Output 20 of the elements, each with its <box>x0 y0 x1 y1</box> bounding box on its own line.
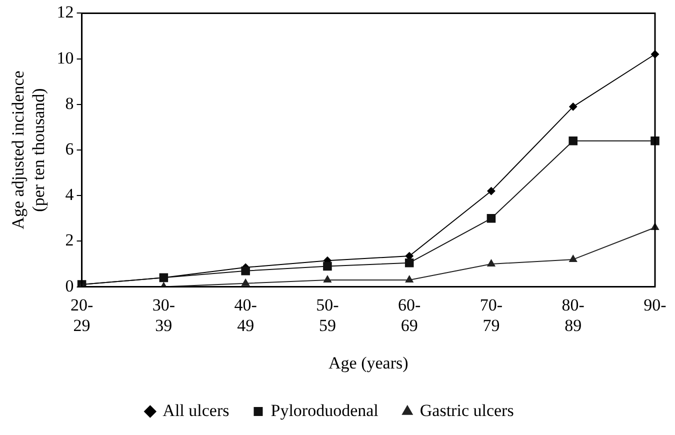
x-tick-label: 80-89 <box>562 295 585 335</box>
legend-label: Gastric ulcers <box>420 400 514 420</box>
x-tick-label: 40-49 <box>234 295 258 335</box>
x-tick-label: 70-79 <box>480 295 503 335</box>
x-tick-label: 30-39 <box>152 295 176 335</box>
legend-label: All ulcers <box>162 400 230 420</box>
y-tick-label: 6 <box>65 139 74 158</box>
legend-label: Pyloroduodenal <box>270 400 379 420</box>
x-tick-label: 60-69 <box>398 295 422 335</box>
x-tick-label: 50-59 <box>316 295 340 335</box>
y-tick-label: 10 <box>56 48 74 68</box>
y-tick-label: 2 <box>65 230 74 250</box>
x-tick-label: 90- <box>644 295 667 314</box>
y-axis-title: Age adjusted incidence (per ten thousand) <box>8 70 48 230</box>
x-tick-label: 20-29 <box>70 295 94 335</box>
y-tick-label: 12 <box>56 2 74 22</box>
x-axis-title: Age (years) <box>328 353 408 372</box>
y-tick-label: 0 <box>65 276 74 296</box>
y-tick-label: 8 <box>65 94 74 113</box>
y-tick-label: 4 <box>65 185 74 204</box>
